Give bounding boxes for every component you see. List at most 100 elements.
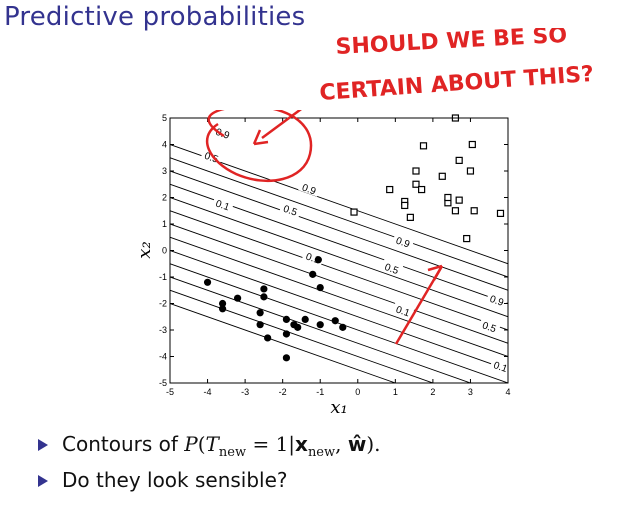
class-1-point bbox=[496, 209, 505, 218]
contour-line bbox=[170, 303, 397, 383]
x-tick-label: 0 bbox=[355, 387, 360, 397]
red-arrow-2-head bbox=[427, 264, 444, 281]
contour-label-bg bbox=[298, 179, 321, 197]
class-0-point bbox=[260, 285, 268, 293]
class-0-point bbox=[316, 321, 324, 329]
bullet-item-contours: Contours of P(Tnew = 1|xnew, ŵ). bbox=[38, 426, 628, 462]
contour-line bbox=[170, 157, 508, 278]
contour-label-bg bbox=[392, 232, 415, 250]
red-circle-mark bbox=[206, 105, 313, 183]
bullet-list: Contours of P(Tnew = 1|xnew, ŵ). Do they… bbox=[38, 426, 628, 498]
class-1-point bbox=[455, 196, 463, 204]
contour-label-bg bbox=[211, 195, 235, 213]
contour-line bbox=[170, 263, 508, 383]
x-tick-label: 2 bbox=[430, 387, 435, 397]
contour-line bbox=[170, 250, 508, 371]
y-tick-label: 5 bbox=[162, 113, 167, 123]
class-1-point bbox=[438, 172, 446, 180]
contour-line bbox=[170, 236, 508, 357]
contour-label: 0.9 bbox=[488, 294, 505, 309]
contour-label-bg bbox=[478, 317, 501, 335]
class-1-point bbox=[401, 201, 409, 210]
class-0-point bbox=[218, 299, 227, 308]
y-tick-label: 1 bbox=[162, 219, 167, 229]
contour-label: 0.1 bbox=[394, 304, 411, 319]
contour-line bbox=[170, 210, 508, 331]
class-0-point bbox=[282, 330, 291, 338]
y-axis-label: x₂ bbox=[138, 241, 155, 258]
contour-label: 0.5 bbox=[203, 151, 220, 166]
red-arrow-1 bbox=[261, 102, 309, 140]
contour-label: 0.5 bbox=[282, 204, 299, 219]
contour-line bbox=[170, 223, 508, 344]
y-tick-label: -2 bbox=[159, 299, 167, 309]
class-0-point bbox=[218, 305, 227, 313]
x-tick-label: 1 bbox=[393, 387, 398, 397]
class-1-point bbox=[451, 207, 460, 215]
class-0-point bbox=[331, 317, 339, 325]
x-tick-label: -4 bbox=[204, 387, 212, 397]
contour-label-bg bbox=[485, 290, 509, 308]
contour-label-bg bbox=[380, 259, 404, 277]
scatter-plot: 0.9 0.5 0.1 0.9 0.5 0.1 0.9 0.5 0.1 0.9 0.5 0.1 -5-… bbox=[134, 102, 518, 418]
class-0-point bbox=[314, 256, 322, 264]
contour-label-bg bbox=[392, 301, 415, 319]
contour-line bbox=[170, 276, 472, 383]
slide-title: Predictive probabilities bbox=[4, 2, 306, 32]
class-0-point bbox=[294, 323, 302, 331]
class-1-point bbox=[350, 208, 358, 216]
red-annotation-marks bbox=[206, 102, 444, 345]
class-0-point bbox=[234, 294, 242, 302]
bullet-triangle-icon bbox=[38, 475, 48, 487]
bullet-2-text: Do they look sensible? bbox=[62, 468, 288, 492]
red-arrow-1-head bbox=[252, 129, 269, 146]
class-0-point bbox=[282, 315, 291, 323]
class-1-point bbox=[386, 185, 394, 194]
contour-label-bg bbox=[279, 200, 302, 218]
contour-line bbox=[170, 197, 508, 318]
contour-label: 0.9 bbox=[300, 183, 317, 198]
x-tick-label: -1 bbox=[316, 387, 324, 397]
contour-label: 0.9 bbox=[394, 236, 411, 251]
x-tick-label: 3 bbox=[468, 387, 473, 397]
class-0-point bbox=[264, 334, 272, 342]
x-tick-label: -5 bbox=[166, 387, 174, 397]
class-0-point bbox=[301, 315, 309, 323]
x-tick-label: -2 bbox=[279, 387, 287, 397]
bullet-1-formula: P(Tnew = 1|xnew, ŵ). bbox=[184, 432, 381, 460]
class-0-point bbox=[282, 354, 291, 362]
y-tick-label: -4 bbox=[159, 352, 167, 362]
contour-label: 0.5 bbox=[481, 320, 498, 335]
class-1-point bbox=[444, 193, 452, 202]
class-0-point bbox=[203, 278, 212, 286]
class-1-point bbox=[455, 156, 463, 165]
class-1-point bbox=[463, 234, 471, 243]
class-1-point bbox=[406, 213, 414, 221]
class-1-point bbox=[419, 142, 428, 150]
class-1-point bbox=[412, 167, 420, 175]
bullet-item-sensible: Do they look sensible? bbox=[38, 462, 628, 498]
contour-label: 0.1 bbox=[214, 198, 231, 213]
x-tick-label: 4 bbox=[505, 387, 510, 397]
class-1-point bbox=[418, 185, 426, 194]
class-1-point bbox=[466, 167, 475, 175]
y-tick-label: -5 bbox=[159, 378, 167, 388]
class-0-point bbox=[316, 284, 324, 292]
contour-line bbox=[170, 170, 508, 291]
contour-label: 0.5 bbox=[383, 262, 400, 277]
class-0-point bbox=[260, 293, 268, 301]
class-1-point bbox=[468, 140, 476, 149]
contour-line bbox=[170, 289, 435, 383]
y-tick-label: -3 bbox=[159, 325, 167, 335]
y-tick-label: 2 bbox=[162, 193, 167, 203]
y-tick-label: 3 bbox=[162, 166, 167, 176]
class-1-point bbox=[470, 207, 478, 215]
contour-line bbox=[170, 183, 508, 304]
annotation-line-2: CERTAIN ABOUT THIS? bbox=[319, 62, 595, 106]
contour-label: 0.1 bbox=[492, 360, 509, 375]
handwritten-annotation: SHOULD WE BE SO CERTAIN ABOUT THIS? bbox=[314, 23, 640, 108]
annotation-line-1: SHOULD WE BE SO bbox=[335, 28, 568, 60]
contour-label-bg bbox=[489, 357, 513, 375]
x-tick-label: -3 bbox=[241, 387, 249, 397]
x-axis-label: x₁ bbox=[330, 397, 347, 415]
